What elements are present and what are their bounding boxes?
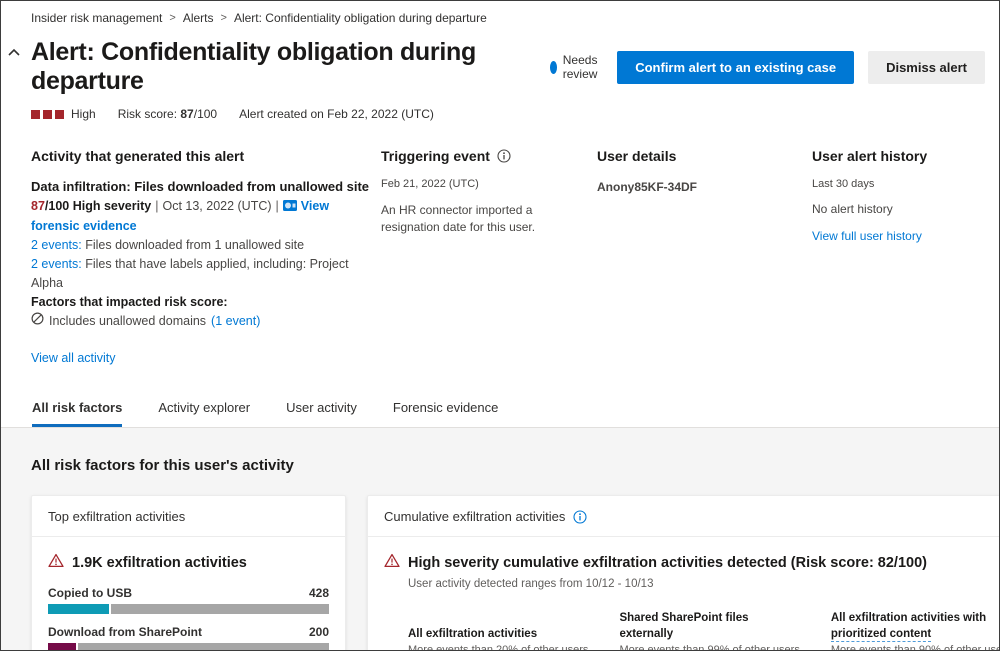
factors-heading: Factors that impacted risk score: [31, 293, 381, 312]
severity-label: High [71, 107, 96, 121]
bar-track [48, 643, 329, 651]
view-all-activity-link[interactable]: View all activity [31, 351, 116, 365]
alert-detail-columns: Activity that generated this alert Data … [1, 148, 999, 365]
tab-bar: All risk factors Activity explorer User … [1, 400, 999, 427]
view-full-user-history-link[interactable]: View full user history [812, 229, 922, 243]
severity-high-icon [31, 110, 64, 119]
cumulative-columns: All exfiltration activities More events … [384, 610, 1000, 651]
top-exfiltration-card: Top exfiltration activities 1.9K exfiltr… [31, 495, 346, 651]
alert-created-date: Alert created on Feb 22, 2022 (UTC) [239, 107, 434, 121]
collapse-header-chevron-up-icon[interactable] [6, 45, 22, 61]
user-alert-history-heading: User alert history [812, 148, 969, 164]
warning-triangle-icon [48, 553, 64, 572]
top-exfiltration-card-header: Top exfiltration activities [32, 496, 345, 537]
cumulative-metric-column: Shared SharePoint files externally More … [619, 610, 802, 651]
top-activity-bar-fill [48, 604, 111, 614]
breadcrumb-current-alert: Alert: Confidentiality obligation during… [234, 11, 487, 25]
tab-activity-explorer[interactable]: Activity explorer [158, 400, 250, 427]
bar-label: Copied to USB [48, 586, 132, 600]
event-count-link[interactable]: 2 events: [31, 238, 82, 252]
top-activity-bar-fill [48, 643, 78, 651]
page-title: Alert: Confidentiality obligation during… [31, 38, 550, 96]
user-details-column: User details Anony85KF-34DF [597, 148, 812, 365]
factor-event-link[interactable]: (1 event) [211, 312, 260, 331]
top-exfiltration-summary: 1.9K exfiltration activities [48, 553, 329, 572]
triggering-event-column: Triggering event Feb 21, 2022 (UTC) An H… [381, 148, 597, 365]
cumulative-summary: High severity cumulative exfiltration ac… [384, 553, 1000, 572]
risk-factors-section: All risk factors for this user's activit… [1, 427, 999, 651]
breadcrumb-separator: > [169, 12, 175, 24]
activity-event-line: 2 events: Files downloaded from 1 unallo… [31, 236, 381, 255]
cumulative-card-header: Cumulative exfiltration activities [368, 496, 1000, 537]
triggering-event-date: Feb 21, 2022 (UTC) [381, 178, 597, 190]
risk-factors-heading: All risk factors for this user's activit… [31, 457, 969, 474]
bar-track [48, 604, 329, 614]
alert-meta-row: High Risk score: 87/100 Alert created on… [1, 107, 999, 121]
warning-triangle-icon [384, 553, 400, 572]
view-full-history: View full user history [812, 229, 969, 243]
metric-note: More events than 20% of other users. [408, 644, 591, 651]
tab-user-activity[interactable]: User activity [286, 400, 357, 427]
tab-all-risk-factors[interactable]: All risk factors [32, 400, 122, 427]
risk-score: Risk score: 87/100 [118, 107, 217, 121]
bar-label: Download from SharePoint [48, 625, 202, 639]
info-icon[interactable] [497, 149, 511, 163]
activity-column: Activity that generated this alert Data … [31, 148, 381, 365]
user-details-heading: User details [597, 148, 812, 164]
metric-note: More events than 99% of other users. [619, 644, 802, 651]
bar-value: 200 [309, 625, 329, 639]
history-period: Last 30 days [812, 178, 969, 190]
breadcrumb-alerts[interactable]: Alerts [183, 11, 214, 25]
activity-event-line: 2 events: Files that have labels applied… [31, 255, 381, 293]
triggering-event-description: An HR connector imported a resignation d… [381, 202, 567, 236]
tab-forensic-evidence[interactable]: Forensic evidence [393, 400, 499, 427]
metric-title: All exfiltration activities [408, 628, 537, 640]
breadcrumb: Insider risk management > Alerts > Alert… [1, 1, 999, 25]
history-status: No alert history [812, 202, 969, 216]
anonymized-username: Anony85KF-34DF [597, 180, 812, 194]
activity-risk-score: 87 [31, 199, 45, 213]
cumulative-metric-column: All exfiltration activities with priorit… [831, 610, 1000, 651]
cumulative-metric-column: All exfiltration activities More events … [408, 626, 591, 651]
dismiss-alert-button[interactable]: Dismiss alert [868, 51, 985, 84]
breadcrumb-insider-risk[interactable]: Insider risk management [31, 11, 162, 25]
event-count-link[interactable]: 2 events: [31, 257, 82, 271]
view-all-activity: View all activity [31, 351, 381, 365]
activity-severity-line: 87/100 High severity|Oct 13, 2022 (UTC)|… [31, 197, 381, 236]
metric-title: All exfiltration activities with [831, 612, 986, 624]
metric-title-tooltip-term[interactable]: prioritized content [831, 628, 931, 642]
cumulative-card-body: High severity cumulative exfiltration ac… [368, 537, 1000, 651]
activity-heading: Activity that generated this alert [31, 148, 381, 164]
activity-date: Oct 13, 2022 (UTC) [162, 199, 271, 213]
bar-value: 428 [309, 586, 329, 600]
blocked-circle-icon [31, 312, 44, 331]
risk-score-value: 87 [180, 107, 193, 121]
insider-risk-alert-page: Insider risk management > Alerts > Alert… [0, 0, 1000, 651]
top-exfiltration-card-body: 1.9K exfiltration activities Copied to U… [32, 537, 345, 651]
risk-factor-cards: Top exfiltration activities 1.9K exfiltr… [31, 495, 969, 651]
header-actions: Needs review Confirm alert to an existin… [550, 51, 985, 84]
info-icon[interactable] [573, 510, 587, 524]
cumulative-exfiltration-card: Cumulative exfiltration activities High … [367, 495, 1000, 651]
needs-review-dot-icon [550, 61, 557, 74]
triggering-event-heading: Triggering event [381, 148, 490, 164]
risk-factor-line: Includes unallowed domains (1 event) [31, 312, 381, 331]
metric-title: Shared SharePoint files externally [619, 612, 748, 640]
breadcrumb-separator: > [221, 12, 227, 24]
forensic-evidence-icon [283, 198, 297, 217]
status-badge: Needs review [550, 53, 604, 81]
activity-subheading: Data infiltration: Files downloaded from… [31, 179, 381, 194]
metric-note: More events than 90% of other users. [831, 644, 1000, 651]
exfiltration-bar-row: Copied to USB 428 [48, 586, 329, 614]
status-label: Needs review [563, 53, 603, 81]
confirm-alert-button[interactable]: Confirm alert to an existing case [617, 51, 854, 84]
exfiltration-bar-row: Download from SharePoint 200 [48, 625, 329, 651]
cumulative-date-range: User activity detected ranges from 10/12… [408, 578, 1000, 590]
user-alert-history-column: User alert history Last 30 days No alert… [812, 148, 969, 365]
alert-header: Alert: Confidentiality obligation during… [1, 38, 999, 96]
